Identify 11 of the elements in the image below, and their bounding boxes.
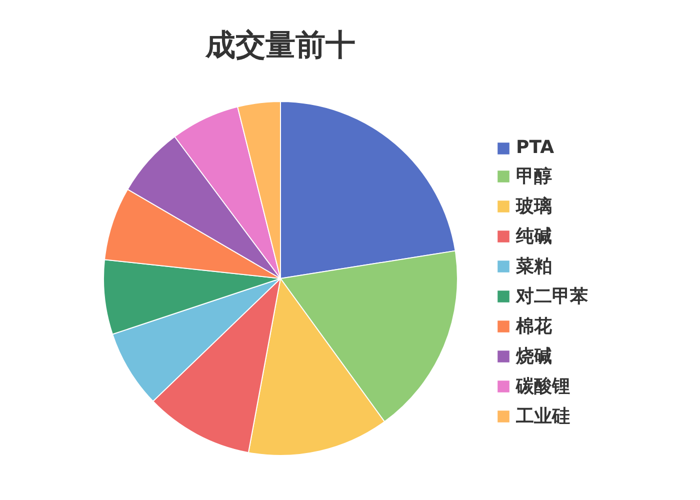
legend-label: 菜粕 (516, 255, 552, 278)
legend-label: 甲醇 (516, 165, 552, 188)
legend-label: PTA (516, 137, 554, 158)
legend-label: 碳酸锂 (516, 375, 570, 398)
legend-label: 工业硅 (516, 405, 570, 428)
chart-title: 成交量前十 (204, 28, 356, 63)
legend-label: 纯碱 (516, 225, 552, 248)
legend-label: 对二甲苯 (516, 285, 588, 308)
legend-label: 玻璃 (516, 195, 552, 218)
legend-label: 棉花 (516, 315, 552, 338)
legend-label: 烧碱 (516, 345, 552, 368)
